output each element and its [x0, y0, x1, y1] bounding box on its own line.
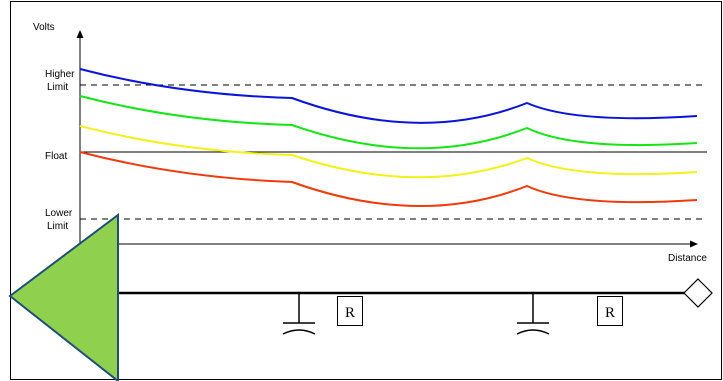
x-axis-arrow-icon [690, 241, 698, 248]
curve-green [80, 96, 697, 148]
lower-limit-label-b: Limit [47, 221, 68, 232]
resistor-2-label: R [605, 305, 615, 321]
diamond-terminal-icon [684, 279, 712, 307]
float-label: Float [45, 151, 67, 162]
lower-limit-label: Lower [45, 208, 73, 219]
lower-limit-label-line1: Lower [45, 208, 73, 219]
higher-limit-label-b: Limit [47, 82, 68, 93]
curve-red [80, 152, 697, 206]
triangle-source-icon [10, 215, 118, 381]
lower-limit-label-line2: Limit [47, 221, 68, 232]
y-axis-label: Volts [33, 22, 55, 33]
higher-limit-label: Higher [45, 69, 75, 80]
x-axis-label: Distance [668, 253, 707, 264]
resistor-2: R [598, 297, 623, 326]
resistor-1: R [338, 297, 363, 326]
capacitor-ground-icon [283, 293, 315, 334]
higher-limit-label-line1: Higher [45, 69, 75, 80]
resistor-1-label: R [345, 305, 355, 321]
capacitor-ground-icon [517, 293, 549, 334]
y-axis-arrow-icon [77, 30, 84, 38]
higher-limit-label-line2: Limit [47, 82, 68, 93]
